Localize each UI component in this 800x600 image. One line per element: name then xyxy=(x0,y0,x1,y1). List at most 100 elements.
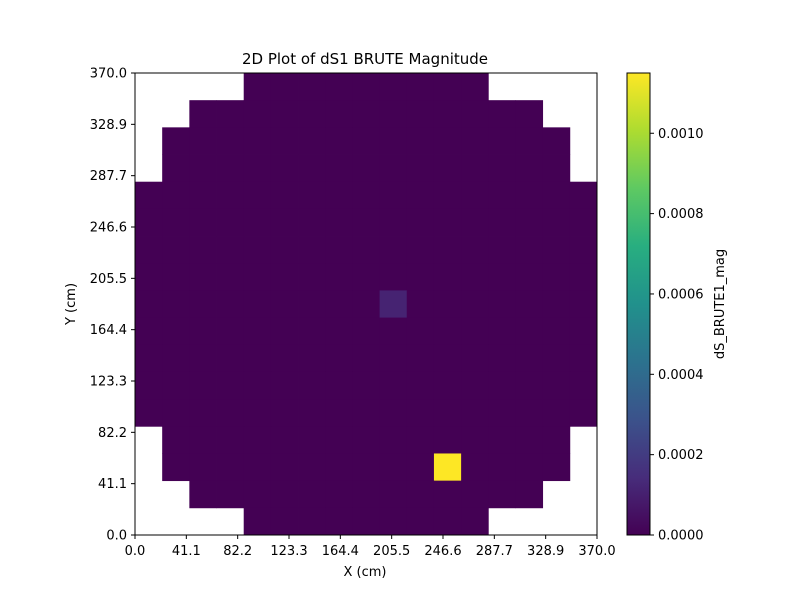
heatmap-cell xyxy=(135,371,163,400)
heatmap-cell xyxy=(379,154,408,183)
heatmap-cell xyxy=(569,399,598,427)
heatmap-cell xyxy=(379,480,408,509)
x-tick-label: 41.1 xyxy=(172,544,201,559)
heatmap-cell xyxy=(515,399,544,427)
heatmap-cell xyxy=(379,181,408,210)
heatmap-cell xyxy=(162,453,190,482)
heatmap-cell xyxy=(298,181,326,210)
heatmap-cell xyxy=(433,344,462,373)
x-tick-label: 328.9 xyxy=(527,544,564,559)
heatmap-cell xyxy=(270,426,299,454)
heatmap-cell xyxy=(216,127,245,155)
x-tick-label: 246.6 xyxy=(424,544,461,559)
heatmap-cell xyxy=(406,154,435,183)
heatmap-cell xyxy=(488,100,516,128)
heatmap-cell xyxy=(488,371,516,400)
heatmap-cell xyxy=(162,208,190,237)
plot-frame xyxy=(134,72,598,536)
x-axis-label: X (cm) xyxy=(344,565,387,580)
heatmap-cell xyxy=(216,317,245,346)
heatmap-cell xyxy=(325,127,353,155)
heatmap-cell xyxy=(542,127,571,155)
heatmap-cell xyxy=(515,127,544,155)
heatmap-cell xyxy=(352,317,380,346)
heatmap-cell xyxy=(379,426,408,454)
y-tick-label: 370.0 xyxy=(90,67,127,82)
heatmap-cell xyxy=(270,208,299,237)
heatmap-cell xyxy=(325,154,353,183)
heatmap-cell xyxy=(325,263,353,291)
heatmap-cell xyxy=(189,290,217,318)
heatmap-cell xyxy=(379,127,408,155)
heatmap-cell xyxy=(243,236,272,264)
heatmap-cell xyxy=(379,453,408,482)
heatmap-cell xyxy=(216,344,245,373)
heatmap-cell xyxy=(433,290,462,318)
heatmap-cell xyxy=(406,344,435,373)
heatmap-cell xyxy=(406,507,435,536)
heatmap-cell xyxy=(433,73,462,101)
heatmap-cell xyxy=(542,317,571,346)
heatmap-cell xyxy=(270,344,299,373)
heatmap-cell xyxy=(325,426,353,454)
y-tick-label: 287.7 xyxy=(90,169,127,184)
heatmap-cell xyxy=(189,317,217,346)
heatmap-cell xyxy=(406,480,435,509)
heatmap-cell xyxy=(298,480,326,509)
heatmap-cell xyxy=(569,236,598,264)
y-axis-ticks: 0.0 41.1 82.2 123.3 164.4 205.5 246.6 287.7 328.… xyxy=(90,67,135,544)
heatmap-cell xyxy=(433,127,462,155)
heatmap-cell xyxy=(243,371,272,400)
heatmap-cell xyxy=(189,181,217,210)
heatmap-cells xyxy=(135,73,598,536)
heatmap-cell xyxy=(488,127,516,155)
heatmap-cell xyxy=(189,127,217,155)
heatmap-cell xyxy=(162,236,190,264)
heatmap-cell xyxy=(352,371,380,400)
heatmap-cell xyxy=(406,371,435,400)
heatmap-cell xyxy=(542,263,571,291)
heatmap-cell xyxy=(216,399,245,427)
heatmap-cell xyxy=(352,344,380,373)
heatmap-cell xyxy=(406,453,435,482)
y-tick-label: 328.9 xyxy=(90,118,127,133)
heatmap-cell xyxy=(542,290,571,318)
heatmap-cell xyxy=(216,480,245,509)
heatmap-cell xyxy=(189,100,217,128)
heatmap-cell xyxy=(488,290,516,318)
heatmap-cell xyxy=(542,371,571,400)
heatmap-cell xyxy=(189,426,217,454)
heatmap-cell xyxy=(406,290,435,318)
heatmap-cell xyxy=(406,317,435,346)
heatmap-cell xyxy=(515,317,544,346)
heatmap-cell xyxy=(352,453,380,482)
heatmap-cell xyxy=(515,208,544,237)
heatmap-cell xyxy=(243,480,272,509)
heatmap-cell xyxy=(406,100,435,128)
heatmap-cell xyxy=(298,371,326,400)
x-tick-label: 82.2 xyxy=(223,544,252,559)
x-tick-label: 164.4 xyxy=(322,544,359,559)
heatmap-cell xyxy=(216,181,245,210)
heatmap-cell xyxy=(243,154,272,183)
heatmap-cell xyxy=(569,263,598,291)
heatmap-cell xyxy=(461,100,489,128)
heatmap-cell xyxy=(270,263,299,291)
heatmap-cell xyxy=(352,263,380,291)
heatmap-cell xyxy=(162,317,190,346)
heatmap-cell xyxy=(216,426,245,454)
heatmap-cell xyxy=(461,208,489,237)
heatmap-cell xyxy=(189,208,217,237)
heatmap-cell xyxy=(325,290,353,318)
heatmap-cell xyxy=(461,73,489,101)
heatmap-cell xyxy=(298,263,326,291)
heatmap-cell xyxy=(270,100,299,128)
heatmap-cell xyxy=(325,480,353,509)
heatmap-cell xyxy=(352,236,380,264)
heatmap-cell xyxy=(298,236,326,264)
heatmap-cell xyxy=(270,73,299,101)
heatmap-cell xyxy=(325,399,353,427)
heatmap-cell xyxy=(488,426,516,454)
x-tick-label: 0.0 xyxy=(125,544,146,559)
